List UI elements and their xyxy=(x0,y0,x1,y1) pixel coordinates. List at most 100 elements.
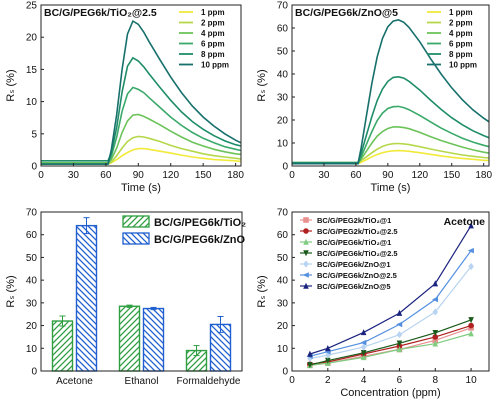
y-axis-label: Rₛ (%) xyxy=(256,275,268,307)
y-tick-label: 50 xyxy=(277,253,289,264)
chart-title: BC/G/PEG6k/TiO₂@2.5 xyxy=(44,7,157,19)
point-marker xyxy=(307,350,313,357)
bar-BC-G-PEG6k-TiO--Acetone xyxy=(51,320,74,372)
series-line-8-ppm xyxy=(292,75,490,164)
y-tick-label: 70 xyxy=(277,1,289,12)
fit-curve-BC-G-PEG6k-TiO-2-5 xyxy=(309,319,472,366)
legend-label: BC/G/PEG2k/TiO₂@2.5 xyxy=(317,227,398,236)
point-marker xyxy=(396,346,403,353)
y-axis-label: Rₛ (%) xyxy=(5,69,17,101)
legend-label: 8 ppm xyxy=(201,50,225,59)
legend-label: BC/G/PEG6k/ZnO xyxy=(154,234,246,246)
point-marker xyxy=(396,331,403,339)
y-tick-label: 60 xyxy=(277,230,289,241)
y-tick-label: 10 xyxy=(26,97,38,108)
y-tick-label: 50 xyxy=(277,47,289,58)
plot-frame-2 xyxy=(40,211,243,372)
category-label: Ethanol xyxy=(125,376,159,387)
legend-label: BC/G/PEG6k/TiO₂@2.5 xyxy=(317,249,398,258)
point-marker xyxy=(468,222,474,229)
legend-label: 8 ppm xyxy=(449,50,473,59)
legend-label: BC/G/PEG6k/TiO₂ xyxy=(154,217,246,229)
x-tick-label: 90 xyxy=(382,170,394,181)
point-marker xyxy=(303,217,309,223)
series-line-6-ppm xyxy=(41,86,242,165)
point-marker xyxy=(468,322,474,329)
point-marker xyxy=(307,362,313,369)
y-tick-label: 10 xyxy=(277,344,289,355)
y-tick-label: 10 xyxy=(277,139,289,150)
chart-title: BC/G/PEG6k/ZnO@5 xyxy=(295,7,398,19)
y-tick-label: 60 xyxy=(277,24,289,35)
y-tick-label: 15 xyxy=(26,65,38,76)
legend-label: 4 ppm xyxy=(201,29,225,38)
x-tick-label: 8 xyxy=(432,375,438,386)
x-tick-label: 30 xyxy=(318,170,330,181)
y-tick-label: 20 xyxy=(277,116,289,127)
y-tick-label: 30 xyxy=(277,93,289,104)
legend-label: BC/G/PEG2k/TiO₂@1 xyxy=(317,216,391,225)
y-tick-label: 10 xyxy=(26,344,38,355)
x-tick-label: 180 xyxy=(227,170,244,181)
point-marker xyxy=(468,262,474,271)
point-marker xyxy=(303,250,309,257)
bar-BC-G-PEG6k-ZnO-Acetone xyxy=(75,224,98,372)
x-tick-label: 120 xyxy=(162,170,179,181)
x-axis-label: Time (s) xyxy=(121,182,161,194)
series-line-8-ppm xyxy=(41,56,242,162)
x-tick-label: 0 xyxy=(289,375,295,386)
y-tick-label: 30 xyxy=(277,298,289,309)
legend-label: 4 ppm xyxy=(449,29,473,38)
point-marker xyxy=(396,309,403,316)
legend-label: BC/G/PEG6k/ZnO@2.5 xyxy=(317,271,397,280)
point-marker xyxy=(360,350,367,357)
point-marker xyxy=(360,329,367,336)
point-marker xyxy=(467,247,474,254)
x-tick-label: 60 xyxy=(350,170,362,181)
x-tick-label: 60 xyxy=(100,170,112,181)
y-tick-label: 25 xyxy=(26,1,38,12)
plot-frame-3 xyxy=(291,211,490,372)
legend-swatch xyxy=(122,215,150,228)
chart-title: Acetone xyxy=(444,216,486,228)
series-line-1-ppm xyxy=(41,147,242,165)
y-tick-label: 20 xyxy=(277,321,289,332)
y-axis-label: Rₛ (%) xyxy=(5,275,17,307)
y-tick-label: 70 xyxy=(277,208,289,219)
x-tick-label: 150 xyxy=(195,170,212,181)
legend-label: 2 ppm xyxy=(449,19,473,28)
legend-label: BC/G/PEG6k/TiO₂@1 xyxy=(317,238,391,247)
plot-frame-1 xyxy=(291,4,490,167)
legend-label: BC/G/PEG6k/ZnO@1 xyxy=(317,260,391,269)
y-tick-label: 5 xyxy=(31,129,37,140)
y-axis-label: Rₛ (%) xyxy=(256,69,268,101)
x-tick-label: 150 xyxy=(443,170,460,181)
legend-label: 6 ppm xyxy=(449,40,473,49)
series-line-10-ppm xyxy=(292,19,490,165)
point-marker xyxy=(396,321,403,328)
x-axis-label: Time (s) xyxy=(371,182,411,194)
x-tick-label: 0 xyxy=(38,170,44,181)
legend-label: 1 ppm xyxy=(449,8,473,17)
y-tick-label: 70 xyxy=(26,208,38,219)
point-marker xyxy=(432,330,439,337)
point-marker xyxy=(325,344,331,352)
y-tick-label: 50 xyxy=(26,253,38,264)
y-tick-label: 20 xyxy=(26,33,38,44)
category-label: Formaldehyde xyxy=(177,376,241,387)
point-marker xyxy=(432,308,439,316)
y-tick-label: 0 xyxy=(31,367,37,378)
point-marker xyxy=(432,340,439,347)
y-tick-label: 0 xyxy=(282,367,288,378)
point-marker xyxy=(303,238,309,245)
legend-label: 2 ppm xyxy=(201,19,225,28)
x-tick-label: 0 xyxy=(289,170,295,181)
y-tick-label: 60 xyxy=(26,230,38,241)
x-axis-label: Concentration (ppm) xyxy=(340,387,440,399)
point-marker xyxy=(360,343,367,351)
point-marker xyxy=(303,282,309,289)
x-tick-label: 30 xyxy=(68,170,80,181)
y-tick-label: 40 xyxy=(26,276,38,287)
x-tick-label: 2 xyxy=(325,375,331,386)
